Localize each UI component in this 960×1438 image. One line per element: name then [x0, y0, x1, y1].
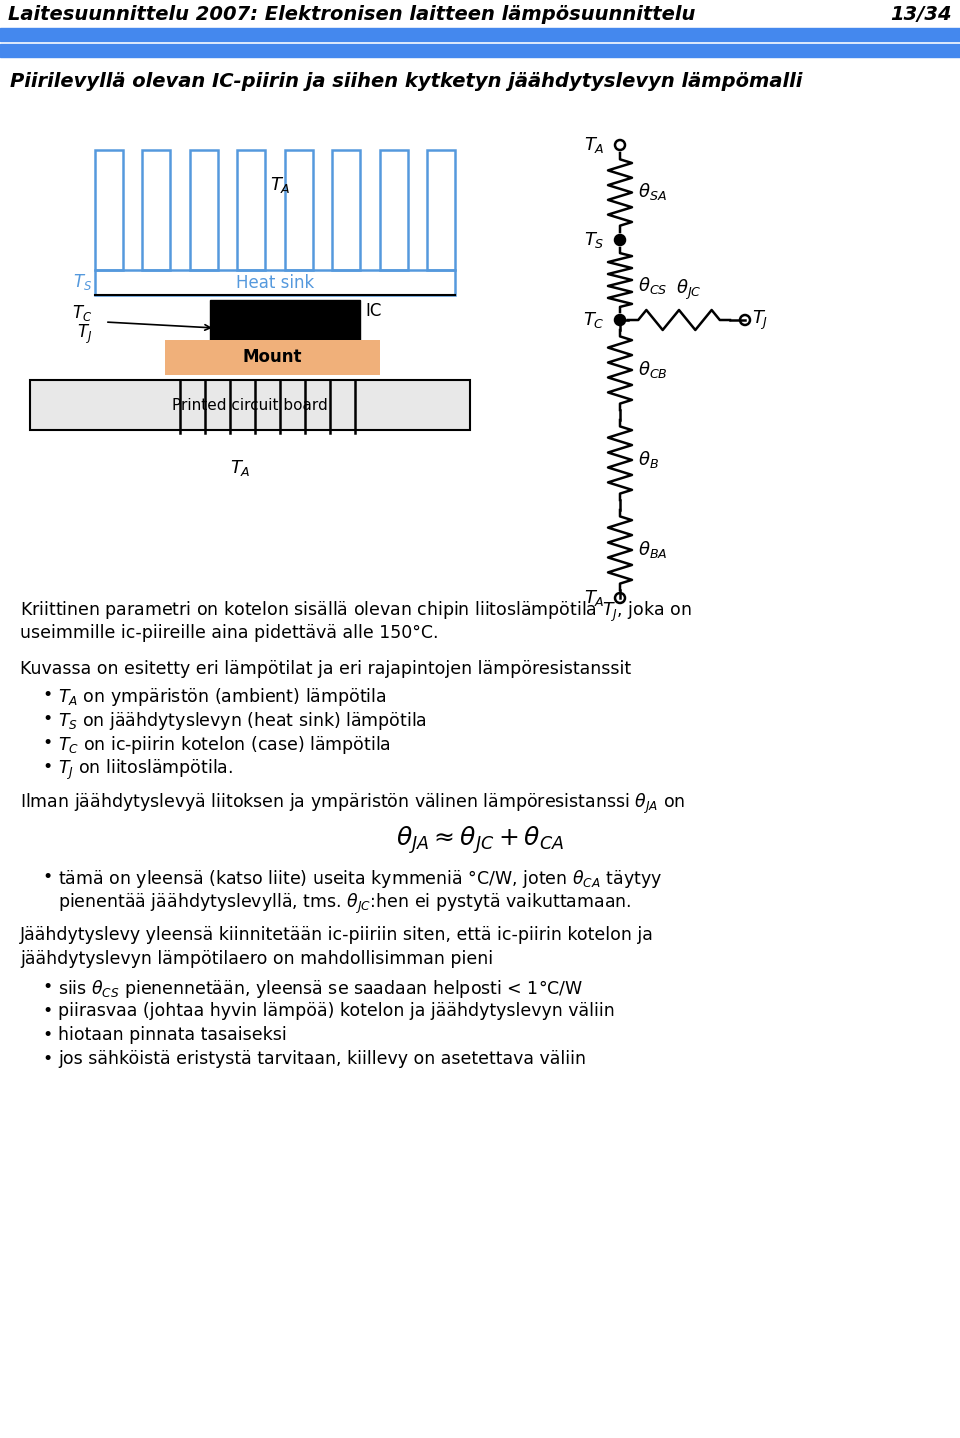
Text: Piirilevyllä olevan IC-piirin ja siihen kytketyn jäähdytyslevyn lämpömalli: Piirilevyllä olevan IC-piirin ja siihen … [10, 72, 803, 91]
Text: $T_S$ on jäähdytyslevyn (heat sink) lämpötila: $T_S$ on jäähdytyslevyn (heat sink) lämp… [58, 710, 427, 732]
Text: $\theta_{CS}$: $\theta_{CS}$ [638, 275, 667, 295]
Text: $\theta_{CB}$: $\theta_{CB}$ [638, 360, 668, 381]
Text: Mount: Mount [243, 348, 302, 367]
Text: •: • [42, 733, 52, 752]
Bar [142, 150, 171, 270]
Bar [0, 45, 960, 58]
Text: pienentää jäähdytyslevyllä, tms. $\theta_{JC}$:hen ei pystytä vaikuttamaan.: pienentää jäähdytyslevyllä, tms. $\theta… [58, 892, 632, 916]
Text: $\theta_{SA}$: $\theta_{SA}$ [638, 181, 667, 203]
Text: $T_J$ on liitoslämpötila.: $T_J$ on liitoslämpötila. [58, 758, 233, 782]
Text: $T_A$: $T_A$ [585, 588, 605, 608]
Bar [95, 270, 455, 295]
Bar [285, 150, 313, 270]
Text: $T_S$: $T_S$ [585, 230, 605, 250]
Bar [379, 150, 408, 270]
Text: •: • [42, 686, 52, 705]
Text: •: • [42, 1025, 52, 1044]
Text: 13/34: 13/34 [890, 4, 952, 24]
Text: Ilman jäähdytyslevyä liitoksen ja ympäristön välinen lämpöresistanssi $\theta_{J: Ilman jäähdytyslevyä liitoksen ja ympäri… [20, 792, 685, 817]
Text: Heat sink: Heat sink [236, 273, 314, 292]
Text: tämä on yleensä (katso liite) useita kymmeniä °C/W, joten $\theta_{CA}$ täytyy: tämä on yleensä (katso liite) useita kym… [58, 869, 662, 890]
Text: •: • [42, 710, 52, 728]
Bar [332, 150, 360, 270]
Text: $T_S$: $T_S$ [73, 272, 92, 292]
Bar [0, 27, 960, 42]
Text: piirasvaa (johtaa hyvin lämpöä) kotelon ja jäähdytyslevyn väliin: piirasvaa (johtaa hyvin lämpöä) kotelon … [58, 1002, 614, 1020]
Text: $T_C$ on ic-piirin kotelon (case) lämpötila: $T_C$ on ic-piirin kotelon (case) lämpöt… [58, 733, 391, 756]
Text: $T_C$: $T_C$ [72, 303, 92, 324]
Text: $T_C$: $T_C$ [584, 311, 605, 329]
Text: $\theta_B$: $\theta_B$ [638, 450, 659, 470]
Text: Printed circuit board: Printed circuit board [172, 397, 328, 413]
Text: hiotaan pinnata tasaiseksi: hiotaan pinnata tasaiseksi [58, 1025, 287, 1044]
Text: $T_A$ on ympäristön (ambient) lämpötila: $T_A$ on ympäristön (ambient) lämpötila [58, 686, 387, 707]
Text: $\theta_{BA}$: $\theta_{BA}$ [638, 539, 667, 561]
Text: •: • [42, 869, 52, 886]
Text: Kuvassa on esitetty eri lämpötilat ja eri rajapintojen lämpöresistanssit: Kuvassa on esitetty eri lämpötilat ja er… [20, 660, 631, 677]
Text: $\theta_{JA} \approx \theta_{JC} + \theta_{CA}$: $\theta_{JA} \approx \theta_{JC} + \thet… [396, 824, 564, 856]
Text: useimmille ic-piireille aina pidettävä alle 150°C.: useimmille ic-piireille aina pidettävä a… [20, 624, 439, 641]
Text: siis $\theta_{CS}$ pienennetään, yleensä se saadaan helposti < 1°C/W: siis $\theta_{CS}$ pienennetään, yleensä… [58, 978, 584, 999]
Bar [237, 150, 265, 270]
Text: •: • [42, 758, 52, 777]
Text: jos sähköistä eristystä tarvitaan, kiillevy on asetettava väliin: jos sähköistä eristystä tarvitaan, kiill… [58, 1050, 586, 1068]
Circle shape [615, 315, 625, 325]
Bar [95, 150, 123, 270]
Bar [165, 339, 380, 375]
Text: Jäähdytyslevy yleensä kiinnitetään ic-piiriin siten, että ic-piirin kotelon ja: Jäähdytyslevy yleensä kiinnitetään ic-pi… [20, 926, 654, 943]
Text: $T_A$: $T_A$ [585, 135, 605, 155]
Bar [30, 380, 470, 430]
Text: jäähdytyslevyn lämpötilaero on mahdollisimman pieni: jäähdytyslevyn lämpötilaero on mahdollis… [20, 951, 493, 968]
Text: IC: IC [365, 302, 381, 321]
Text: •: • [42, 978, 52, 997]
Bar [190, 150, 218, 270]
Text: Kriittinen parametri on kotelon sisällä olevan chipin liitoslämpötila $T_J$, jok: Kriittinen parametri on kotelon sisällä … [20, 600, 691, 624]
Text: •: • [42, 1002, 52, 1020]
Text: $T_J$: $T_J$ [77, 324, 92, 347]
Circle shape [615, 234, 625, 244]
Text: $\theta_{JC}$: $\theta_{JC}$ [676, 278, 702, 302]
Text: $T_J$: $T_J$ [752, 308, 768, 332]
Text: $T_A$: $T_A$ [270, 175, 290, 196]
Text: •: • [42, 1050, 52, 1068]
Text: Laitesuunnittelu 2007: Elektronisen laitteen lämpösuunnittelu: Laitesuunnittelu 2007: Elektronisen lait… [8, 4, 695, 24]
Bar [427, 150, 455, 270]
Text: $T_A$: $T_A$ [229, 457, 251, 477]
Bar [210, 301, 360, 339]
